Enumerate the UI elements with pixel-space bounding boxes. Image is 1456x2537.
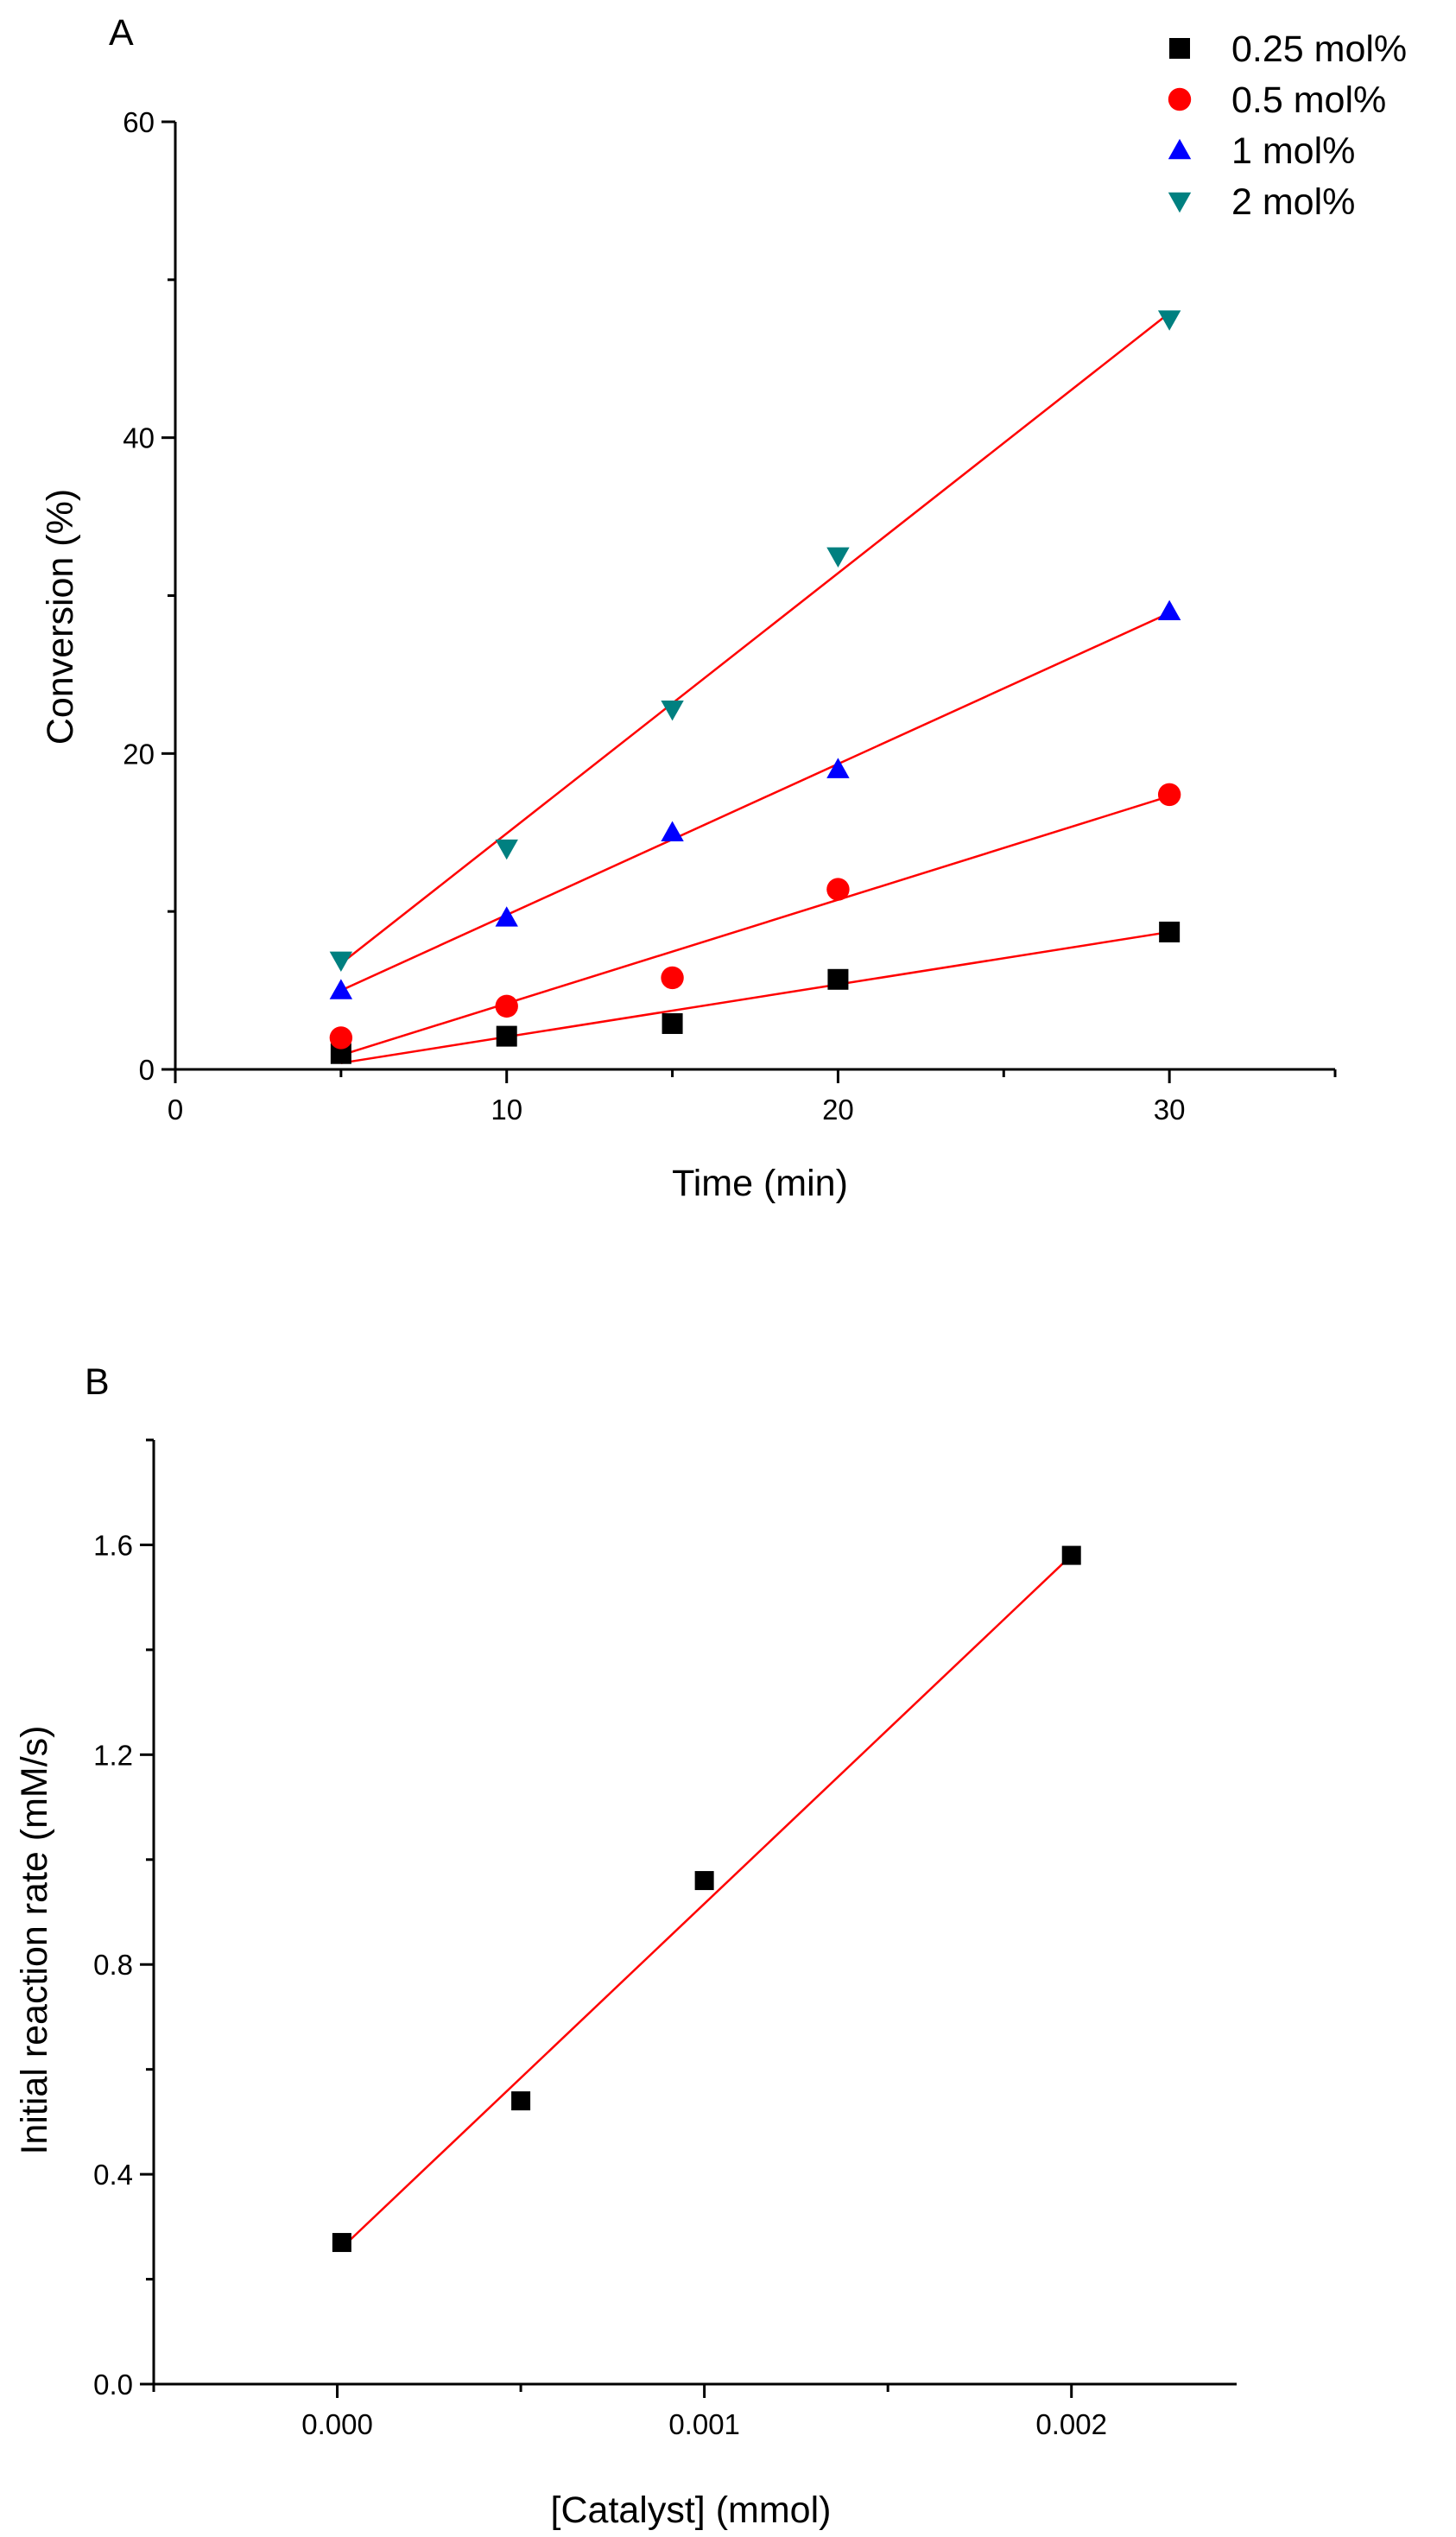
panel-b-x-tick-label: 0.001	[668, 2408, 740, 2440]
panel-a-legend-label-1-mol: 1 mol%	[1231, 130, 1355, 172]
panel-a-point-1-mol	[661, 821, 684, 841]
panel-a-y-tick-label: 60	[123, 106, 155, 138]
panel-a-x-tick-label: 10	[491, 1094, 522, 1126]
panel-a-point-0-5-mol	[1157, 783, 1181, 807]
panel-b-point-series-0	[332, 2233, 351, 2253]
panel-a-point-2-mol	[1157, 310, 1181, 331]
panel-a-y-axis-title: Conversion (%)	[40, 489, 81, 745]
panel-a-point-0-25-mol	[496, 1025, 517, 1047]
panel-a-point-1-mol	[495, 906, 518, 927]
panel-a-x-axis-title: Time (min)	[672, 1163, 848, 1204]
panel-a-x-tick-label: 20	[822, 1094, 854, 1126]
panel-a-x-tick-label: 0	[168, 1094, 183, 1126]
panel-a-legend-label-0-25-mol: 0.25 mol%	[1231, 29, 1407, 70]
panel-b-chart: B [Catalyst] (mmol) Initial reaction rat…	[14, 1361, 1237, 2531]
panel-b-y-tick-label: 0.0	[93, 2369, 133, 2401]
panel-a-fit-lines	[340, 312, 1170, 1064]
panel-b-point-series-0	[511, 2091, 531, 2111]
panel-b-point-series-0	[694, 1871, 714, 1891]
panel-a-point-2-mol	[495, 839, 518, 860]
panel-a-label: A	[109, 12, 134, 54]
panel-a-fit-line-0-25-mol	[340, 930, 1170, 1064]
panel-b-y-tick-label: 0.4	[93, 2159, 133, 2191]
panel-a-axes: 0 10 20 30 0 20 40 60	[123, 106, 1337, 1126]
panel-a-point-2-mol	[826, 547, 850, 568]
panel-a-legend-marker-0-25-mol	[1169, 38, 1190, 59]
panel-a-legend-label-0-5-mol: 0.5 mol%	[1231, 79, 1386, 121]
panel-a-point-0-5-mol	[495, 994, 518, 1018]
panel-a-legend-marker-0-5-mol	[1168, 87, 1192, 111]
panel-b-y-tick-label: 1.6	[93, 1529, 133, 1561]
panel-a-fit-line-0-5-mol	[340, 795, 1170, 1056]
panel-a-legend-label-2-mol: 2 mol%	[1231, 181, 1355, 223]
panel-b-data-points	[332, 1545, 1081, 2253]
panel-a-y-tick-label: 20	[123, 738, 155, 770]
panel-a-point-0-5-mol	[661, 966, 684, 990]
panel-b-label: B	[85, 1361, 110, 1403]
panel-b-axes: 0.000 0.001 0.002 0.0 0.4 0.8 1.2 1.6	[93, 1438, 1237, 2440]
panel-b-x-axis-title: [Catalyst] (mmol)	[551, 2489, 832, 2531]
panel-a-point-0-5-mol	[826, 878, 850, 901]
panel-a-legend-marker-1-mol	[1168, 138, 1192, 160]
panel-b-fit-lines	[340, 1554, 1073, 2249]
panel-a-y-tick-label: 0	[139, 1054, 155, 1086]
panel-a-legend-marker-2-mol	[1168, 192, 1192, 213]
panel-a-point-0-25-mol	[662, 1012, 683, 1034]
panel-b-x-tick-label: 0.000	[301, 2408, 373, 2440]
panel-b-fit-line-series-0	[340, 1554, 1073, 2249]
panel-a-point-1-mol	[1157, 599, 1181, 620]
panel-a-point-2-mol	[329, 951, 353, 973]
panel-b-y-tick-label: 0.8	[93, 1949, 133, 1981]
panel-a-point-0-5-mol	[329, 1026, 353, 1050]
panel-b-point-series-0	[1061, 1545, 1081, 1565]
panel-a-fit-line-1-mol	[340, 612, 1170, 992]
panel-a-data-points	[329, 310, 1181, 1064]
panel-a-y-tick-label: 40	[123, 422, 155, 454]
panel-a-legend: 0.25 mol% 0.5 mol% 1 mol% 2 mol%	[1168, 29, 1407, 223]
panel-a-point-1-mol	[329, 979, 353, 999]
panel-a-point-2-mol	[661, 700, 684, 721]
panel-a-x-tick-label: 30	[1154, 1094, 1186, 1126]
panel-b-y-axis-title: Initial reaction rate (mM/s)	[14, 1725, 55, 2154]
panel-a-point-0-25-mol	[827, 968, 849, 990]
panel-b-y-tick-label: 1.2	[93, 1739, 133, 1771]
panel-a-point-0-25-mol	[1159, 921, 1181, 942]
panel-a-chart: A Time (min) Conversion (%) 0 10 20 30 0 20 40…	[40, 12, 1407, 1204]
panel-a-fit-line-2-mol	[340, 312, 1170, 965]
panel-b-x-tick-label: 0.002	[1035, 2408, 1107, 2440]
panel-a-point-1-mol	[826, 758, 850, 778]
